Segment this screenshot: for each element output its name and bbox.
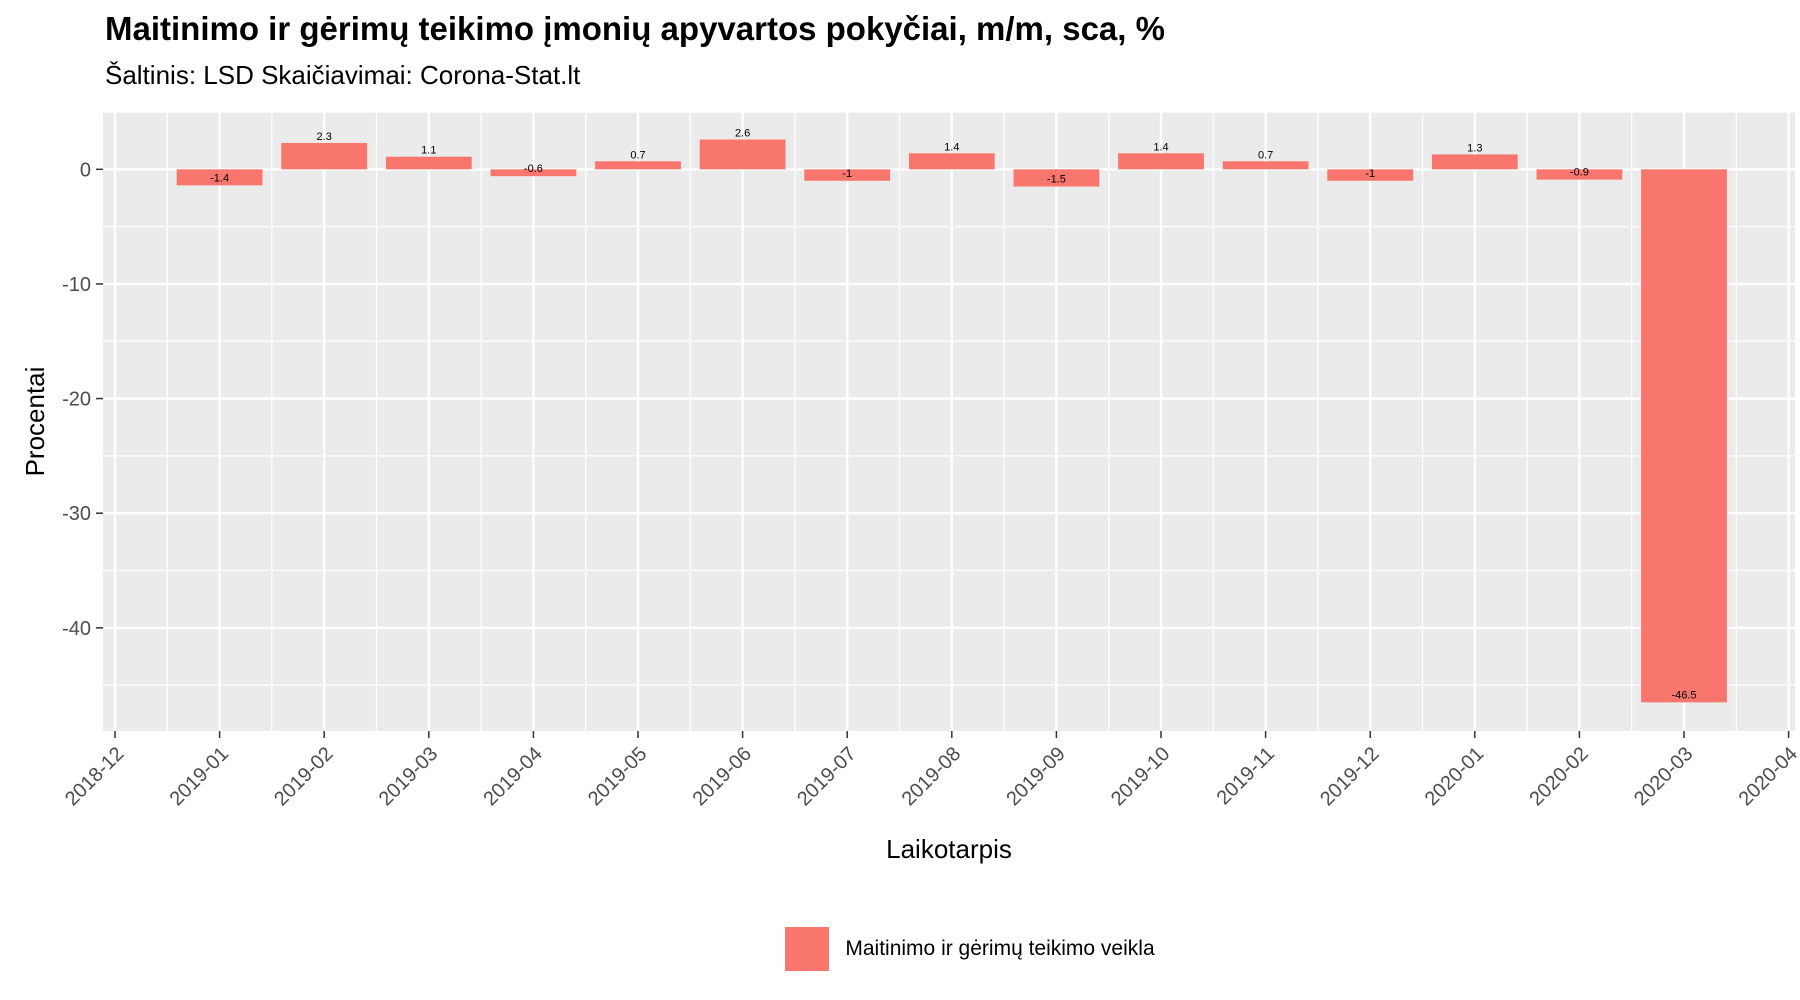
x-tick-label: 2019-02: [270, 743, 337, 810]
y-axis: 0 -10 -20 -30 -40: [62, 159, 103, 640]
bar-2019-10: [1118, 153, 1204, 170]
bar-label-2019-11: 0.7: [1258, 149, 1273, 161]
y-tick-label: -10: [62, 274, 91, 296]
bar-label-2019-06: 2.6: [735, 128, 750, 140]
x-tick-label: 2018-12: [61, 743, 128, 810]
y-tick-label: -30: [62, 503, 91, 525]
legend-swatch: [785, 927, 830, 971]
x-tick-label: 2020-02: [1525, 743, 1592, 810]
bar-label-2019-03: 1.1: [421, 145, 436, 157]
bar-2019-09: [1013, 169, 1100, 187]
bar-2019-05: [595, 161, 681, 170]
x-tick-label: 2019-03: [375, 743, 442, 810]
x-tick-label: 2019-10: [1107, 743, 1174, 810]
y-tick-label: 0: [80, 159, 91, 181]
bar-2020-02: [1536, 169, 1623, 180]
bar-2019-03: [385, 156, 472, 170]
x-tick-label: 2019-09: [1002, 743, 1069, 810]
bar-label-2019-07: -1: [842, 168, 852, 180]
bar-series: [176, 139, 1727, 703]
bar-2019-01: [176, 169, 263, 186]
bar-2019-04: [490, 169, 577, 177]
x-tick-label: 2019-01: [166, 743, 233, 810]
y-axis-title: Procentai: [20, 367, 50, 477]
chart-title: Maitinimo ir gėrimų teikimo įmonių apyva…: [105, 10, 1165, 47]
x-tick-label: 2020-04: [1735, 743, 1800, 810]
bar-2019-07: [804, 169, 891, 181]
bar-label-2020-03: -46.5: [1671, 689, 1696, 701]
y-tick-label: -20: [62, 389, 91, 411]
x-tick-label: 2020-03: [1630, 743, 1697, 810]
bar-label-2019-08: 1.4: [944, 141, 959, 153]
bar-2019-11: [1222, 161, 1309, 170]
legend-label: Maitinimo ir gėrimų teikimo veikla: [845, 937, 1155, 960]
bar-2019-12: [1327, 169, 1414, 181]
x-tick-label: 2019-06: [689, 743, 756, 810]
x-axis-title: Laikotarpis: [886, 834, 1012, 864]
x-tick-label: 2019-05: [584, 743, 651, 810]
bar-label-2019-12: -1: [1365, 168, 1375, 180]
bar-2019-02: [281, 142, 368, 170]
bar-2020-03: [1641, 169, 1727, 703]
bar-label-2019-02: 2.3: [317, 131, 332, 143]
chart-subtitle: Šaltinis: LSD Skaičiavimai: Corona-Stat.…: [105, 60, 581, 90]
legend: Maitinimo ir gėrimų teikimo veikla: [0, 927, 1800, 971]
bar-label-2019-05: 0.7: [630, 149, 645, 161]
x-axis: 2018-12 2019-01 2019-02 2019-03 2019-04 2019-…: [61, 731, 1800, 810]
bar-2019-08: [908, 153, 995, 170]
bar-label-2019-04: -0.6: [524, 163, 543, 175]
plot-panel: [103, 112, 1795, 731]
y-tick-label: -40: [62, 618, 91, 640]
bar-2019-06: [699, 139, 786, 170]
x-tick-label: 2020-01: [1421, 743, 1488, 810]
x-tick-label: 2019-11: [1213, 743, 1279, 809]
bar-label-2019-09: -1.5: [1047, 174, 1066, 186]
x-tick-label: 2019-08: [898, 743, 965, 810]
bar-label-2019-10: 1.4: [1153, 141, 1168, 153]
bar-label-2020-01: 1.3: [1467, 142, 1482, 154]
x-tick-label: 2019-04: [479, 743, 546, 810]
x-tick-label: 2019-07: [793, 743, 860, 810]
bar-2020-01: [1431, 154, 1518, 170]
bar-data-labels: -1.4 2.3 1.1 -0.6 0.7 2.6 -1 1.4 -1.5 1.4 0.7 -1 1.3…: [210, 128, 1696, 702]
x-tick-label: 2019-12: [1316, 743, 1383, 810]
bar-label-2020-02: -0.9: [1570, 167, 1589, 179]
bar-label-2019-01: -1.4: [210, 172, 229, 184]
